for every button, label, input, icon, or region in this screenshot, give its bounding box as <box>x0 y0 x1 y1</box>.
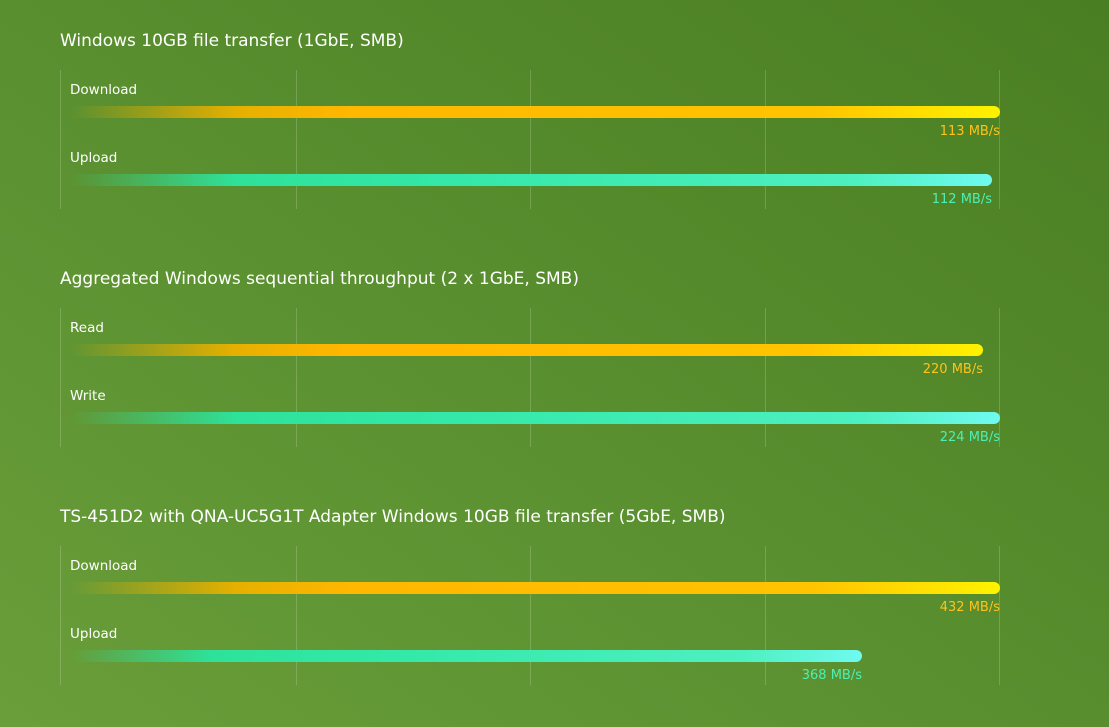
bar-track <box>70 650 1000 662</box>
gridline <box>296 308 297 447</box>
chart-title: Windows 10GB file transfer (1GbE, SMB) <box>60 31 404 51</box>
bar-label: Download <box>70 558 138 574</box>
bar-teal <box>70 412 1000 424</box>
chart-plot-area: Download 113 MB/s Upload 112 MB/s <box>60 70 1000 209</box>
gridline <box>765 70 766 209</box>
bar-label: Upload <box>70 626 118 642</box>
bar-track <box>70 412 1000 424</box>
gridline <box>296 546 297 685</box>
bar-orange <box>70 344 983 356</box>
gridline <box>765 546 766 685</box>
bar-orange <box>70 106 1000 118</box>
bar-value-label: 220 MB/s <box>922 362 983 377</box>
bar-teal <box>70 174 992 186</box>
bar-row: Read 220 MB/s <box>60 308 1000 377</box>
bar-row: Write 224 MB/s <box>60 376 1000 445</box>
bar-row: Download 113 MB/s <box>60 70 1000 139</box>
bar-value-label: 432 MB/s <box>939 600 1000 615</box>
bar-value-label: 224 MB/s <box>939 430 1000 445</box>
bar-row: Upload 368 MB/s <box>60 614 1000 683</box>
gridline <box>296 70 297 209</box>
bar-value-label: 368 MB/s <box>801 668 862 683</box>
gridline <box>60 308 61 447</box>
bar-label: Upload <box>70 150 118 166</box>
gridline <box>530 308 531 447</box>
chart-title: TS-451D2 with QNA-UC5G1T Adapter Windows… <box>60 507 726 527</box>
gridline <box>999 546 1000 685</box>
bar-track <box>70 344 1000 356</box>
gridline <box>60 70 61 209</box>
bar-track <box>70 106 1000 118</box>
bar-orange <box>70 582 1000 594</box>
bar-track <box>70 174 1000 186</box>
gridline <box>530 70 531 209</box>
gridline <box>999 308 1000 447</box>
bar-label: Read <box>70 320 104 336</box>
bar-value-label: 113 MB/s <box>939 124 1000 139</box>
bar-track <box>70 582 1000 594</box>
chart-plot-area: Download 432 MB/s Upload 368 MB/s <box>60 546 1000 685</box>
bar-row: Upload 112 MB/s <box>60 138 1000 207</box>
gridline <box>765 308 766 447</box>
gridline <box>60 546 61 685</box>
bar-label: Download <box>70 82 138 98</box>
chart-title: Aggregated Windows sequential throughput… <box>60 269 579 289</box>
bar-label: Write <box>70 388 106 404</box>
bar-teal <box>70 650 862 662</box>
bar-value-label: 112 MB/s <box>931 192 992 207</box>
gridline <box>530 546 531 685</box>
gridline <box>999 70 1000 209</box>
bar-row: Download 432 MB/s <box>60 546 1000 615</box>
chart-plot-area: Read 220 MB/s Write 224 MB/s <box>60 308 1000 447</box>
